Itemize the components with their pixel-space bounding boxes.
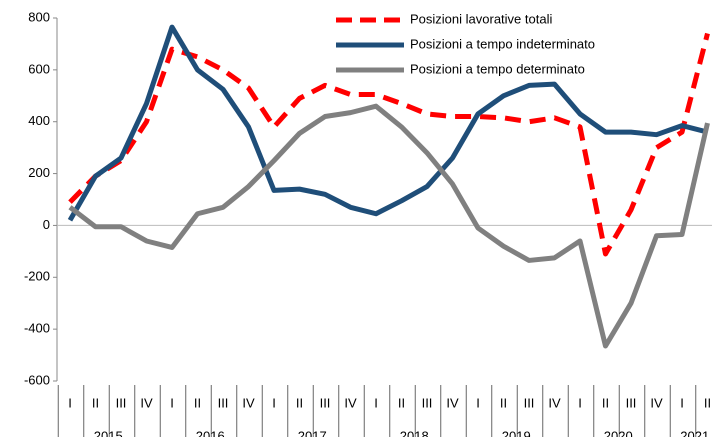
x-tick-label: III xyxy=(422,395,433,410)
x-tick-label: IV xyxy=(650,395,663,410)
x-tick-label: II xyxy=(296,395,303,410)
x-group-label: 2021 xyxy=(680,428,709,437)
x-tick-label: III xyxy=(626,395,637,410)
x-tick-label: IV xyxy=(548,395,561,410)
x-tick-label: IV xyxy=(446,395,459,410)
x-tick-label: III xyxy=(116,395,127,410)
x-tick-label: I xyxy=(374,395,378,410)
x-tick-label: IV xyxy=(242,395,255,410)
y-tick-label: 400 xyxy=(28,113,50,128)
x-tick-label: IV xyxy=(140,395,153,410)
y-tick-label: -400 xyxy=(24,321,50,336)
x-tick-label: III xyxy=(218,395,229,410)
series-line xyxy=(67,24,709,222)
legend-label: Posizioni a tempo determinato xyxy=(410,61,585,76)
x-tick-label: III xyxy=(524,395,535,410)
x-group-label: 2017 xyxy=(298,428,327,437)
x-tick-label: II xyxy=(602,395,609,410)
series-line xyxy=(68,103,710,349)
x-tick-label: I xyxy=(680,395,684,410)
y-tick-label: 600 xyxy=(28,61,50,76)
y-tick-label: 200 xyxy=(28,165,50,180)
x-tick-label: II xyxy=(398,395,405,410)
x-group-label: 2018 xyxy=(400,428,429,437)
x-tick-label: I xyxy=(68,395,72,410)
x-tick-label: III xyxy=(320,395,331,410)
x-tick-label: I xyxy=(578,395,582,410)
x-group-label: 2016 xyxy=(196,428,225,437)
x-group-label: 2020 xyxy=(604,428,633,437)
y-tick-label: 0 xyxy=(43,217,50,232)
x-tick-label: I xyxy=(170,395,174,410)
x-tick-label: II xyxy=(194,395,201,410)
x-tick-label: IV xyxy=(344,395,357,410)
x-tick-label: II xyxy=(500,395,507,410)
x-tick-label: II xyxy=(92,395,99,410)
x-tick-label: I xyxy=(476,395,480,410)
x-group-label: 2015 xyxy=(94,428,123,437)
y-tick-label: 800 xyxy=(28,9,50,24)
legend-label: Posizioni lavorative totali xyxy=(410,11,552,26)
x-tick-label: II xyxy=(704,395,711,410)
x-tick-label: I xyxy=(272,395,276,410)
y-tick-label: -200 xyxy=(24,269,50,284)
series-line xyxy=(68,32,710,257)
legend-label: Posizioni a tempo indeterminato xyxy=(410,36,595,51)
x-group-label: 2019 xyxy=(502,428,531,437)
y-tick-label: -600 xyxy=(24,372,50,387)
